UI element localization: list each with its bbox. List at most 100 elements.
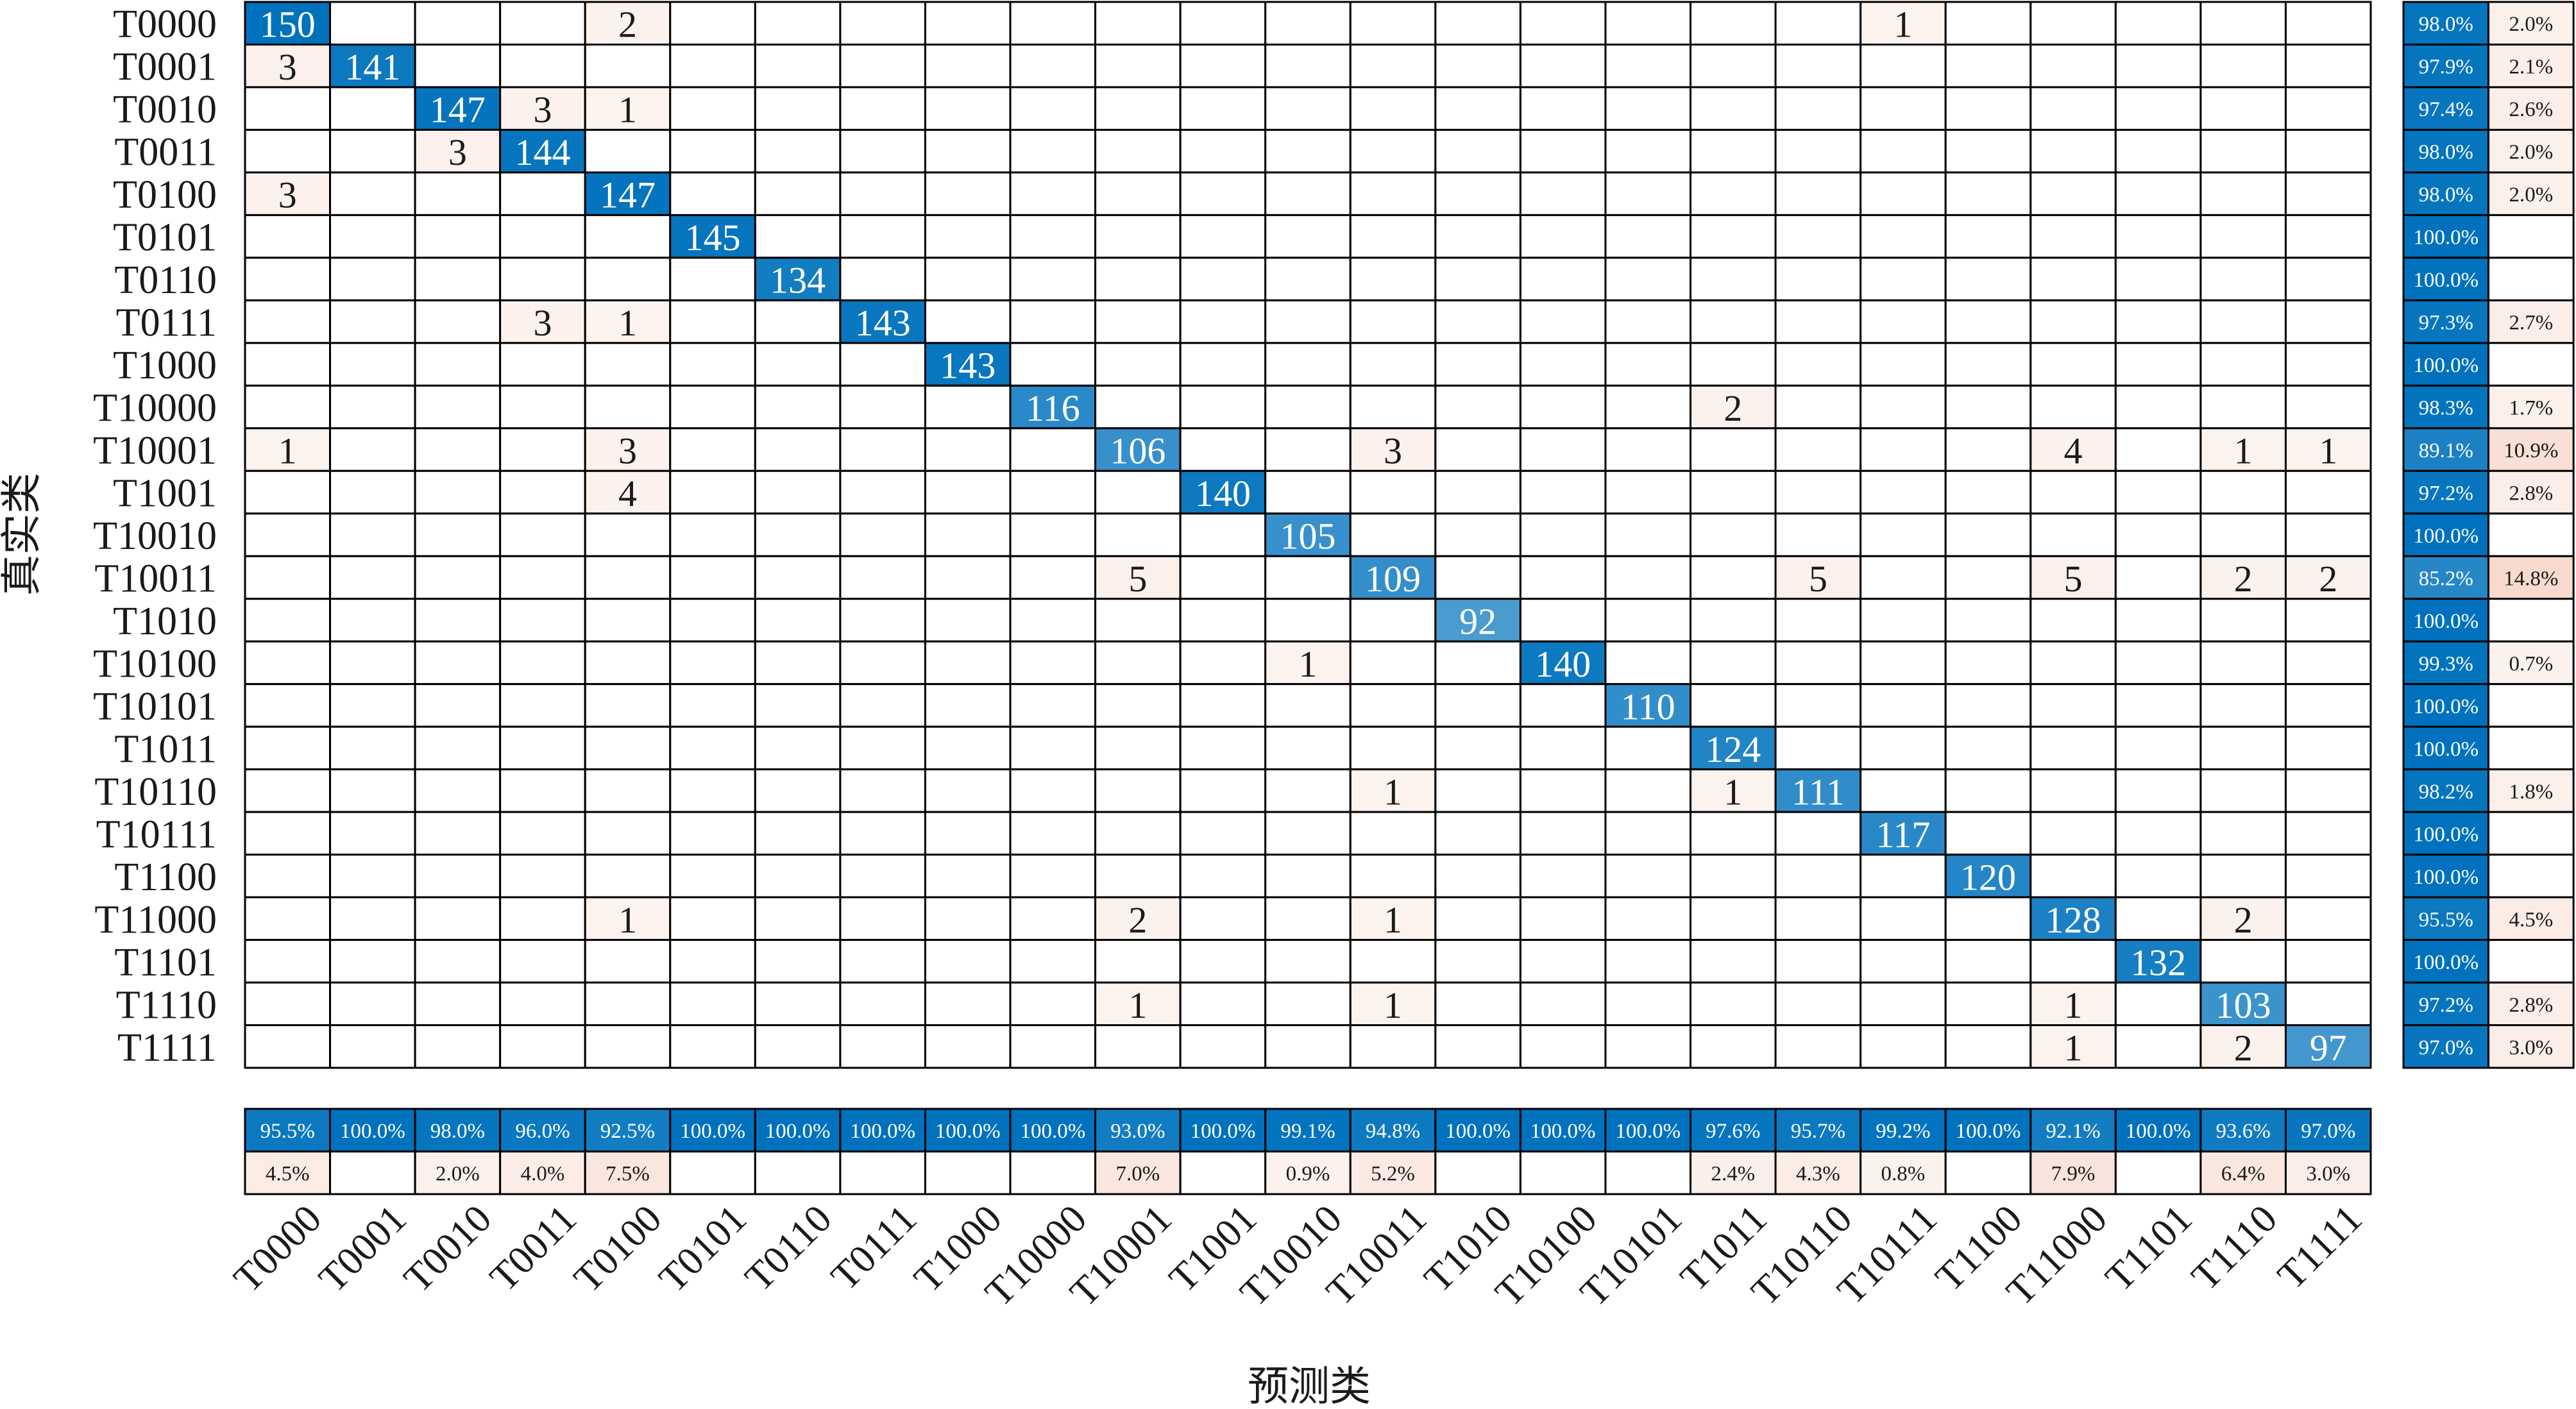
cell-value: 143 <box>855 302 911 344</box>
empty-cell <box>924 683 1012 728</box>
diagonal-cell <box>2199 981 2287 1027</box>
empty-cell <box>1179 854 1267 899</box>
empty-cell <box>244 640 332 686</box>
empty-cell <box>924 43 1012 89</box>
empty-cell <box>1264 725 1352 771</box>
cell-value: 128 <box>2046 899 2101 941</box>
summary-label: 4.5% <box>2509 908 2553 931</box>
empty-cell <box>2029 811 2117 856</box>
y-tick-label: T0001 <box>113 46 217 89</box>
empty-cell <box>1094 86 1182 131</box>
empty-cell <box>1604 43 1692 89</box>
summary-correct-cell <box>2402 171 2490 216</box>
empty-cell <box>1009 555 1097 600</box>
empty-cell <box>1349 257 1437 301</box>
y-tick-label: T10110 <box>94 770 217 814</box>
off-diagonal-cell <box>2284 427 2372 472</box>
empty-cell <box>329 683 416 728</box>
empty-cell <box>2029 43 2117 89</box>
empty-cell <box>1604 640 1692 686</box>
summary-label: 0.9% <box>1286 1163 1330 1186</box>
empty-cell <box>1690 896 1777 941</box>
empty-cell <box>414 725 502 771</box>
summary-incorrect-cell <box>1349 1150 1437 1195</box>
empty-cell <box>1604 427 1692 472</box>
summary-label: 100.0% <box>1020 1120 1085 1143</box>
empty-cell <box>329 257 416 301</box>
summary-label: 85.2% <box>2419 567 2473 590</box>
cell-value: 1 <box>618 89 637 131</box>
empty-cell <box>2284 128 2372 174</box>
empty-cell <box>1860 725 1947 771</box>
empty-cell <box>669 896 756 941</box>
empty-cell <box>1264 555 1352 600</box>
summary-correct-cell <box>2402 725 2490 771</box>
empty-cell <box>1434 384 1521 430</box>
summary-label: 5.2% <box>1371 1163 1415 1186</box>
summary-label: 100.0% <box>2413 226 2479 249</box>
empty-cell <box>1604 555 1692 600</box>
empty-cell <box>924 555 1012 600</box>
empty-cell <box>754 896 842 941</box>
empty-cell <box>1264 257 1352 301</box>
empty-cell <box>1264 1 1352 46</box>
empty-cell <box>2029 469 2117 515</box>
empty-cell <box>584 257 672 301</box>
empty-cell <box>1860 171 1947 216</box>
empty-cell <box>1690 640 1777 686</box>
empty-cell <box>1519 342 1607 387</box>
empty-cell <box>1434 43 1521 89</box>
summary-empty-cell <box>329 1150 416 1195</box>
empty-cell <box>1774 939 1862 984</box>
empty-cell <box>669 469 756 515</box>
empty-cell <box>1264 896 1352 941</box>
summary-label: 98.2% <box>2419 780 2473 804</box>
empty-cell <box>1094 469 1182 515</box>
empty-cell <box>1690 171 1777 216</box>
empty-cell <box>1944 1024 2032 1069</box>
summary-label: 97.0% <box>2301 1120 2355 1143</box>
off-diagonal-cell <box>244 427 332 472</box>
empty-cell <box>2199 469 2287 515</box>
empty-cell <box>2029 683 2117 728</box>
summary-label: 100.0% <box>765 1120 831 1143</box>
empty-cell <box>2199 257 2287 301</box>
empty-cell <box>1944 342 2032 387</box>
empty-cell <box>1519 469 1607 515</box>
empty-cell <box>1349 1 1437 46</box>
empty-cell <box>414 1024 502 1069</box>
summary-incorrect-cell <box>2487 427 2575 472</box>
empty-cell <box>2029 1 2117 46</box>
empty-cell <box>1094 512 1182 557</box>
empty-cell <box>1690 299 1777 344</box>
empty-cell <box>1860 43 1947 89</box>
empty-cell <box>499 1 586 46</box>
empty-cell <box>1860 257 1947 301</box>
empty-cell <box>2029 214 2117 259</box>
cell-value: 143 <box>940 345 996 387</box>
empty-cell <box>1434 811 1521 856</box>
empty-cell <box>924 512 1012 557</box>
empty-cell <box>754 384 842 430</box>
empty-cell <box>1179 981 1267 1027</box>
empty-cell <box>584 128 672 174</box>
empty-cell <box>1690 427 1777 472</box>
empty-cell <box>499 257 586 301</box>
summary-incorrect-cell <box>2284 1150 2372 1195</box>
empty-cell <box>414 811 502 856</box>
empty-cell <box>1604 854 1692 899</box>
empty-cell <box>2284 725 2372 771</box>
empty-cell <box>1349 811 1437 856</box>
summary-correct-cell <box>2402 1024 2490 1069</box>
empty-cell <box>414 1 502 46</box>
empty-cell <box>244 555 332 600</box>
empty-cell <box>1944 725 2032 771</box>
empty-cell <box>1009 1024 1097 1069</box>
empty-cell <box>1349 171 1437 216</box>
cell-value: 1 <box>1384 984 1402 1026</box>
empty-cell <box>414 683 502 728</box>
empty-cell <box>1179 384 1267 430</box>
empty-cell <box>2284 598 2372 643</box>
empty-cell <box>2114 257 2202 301</box>
